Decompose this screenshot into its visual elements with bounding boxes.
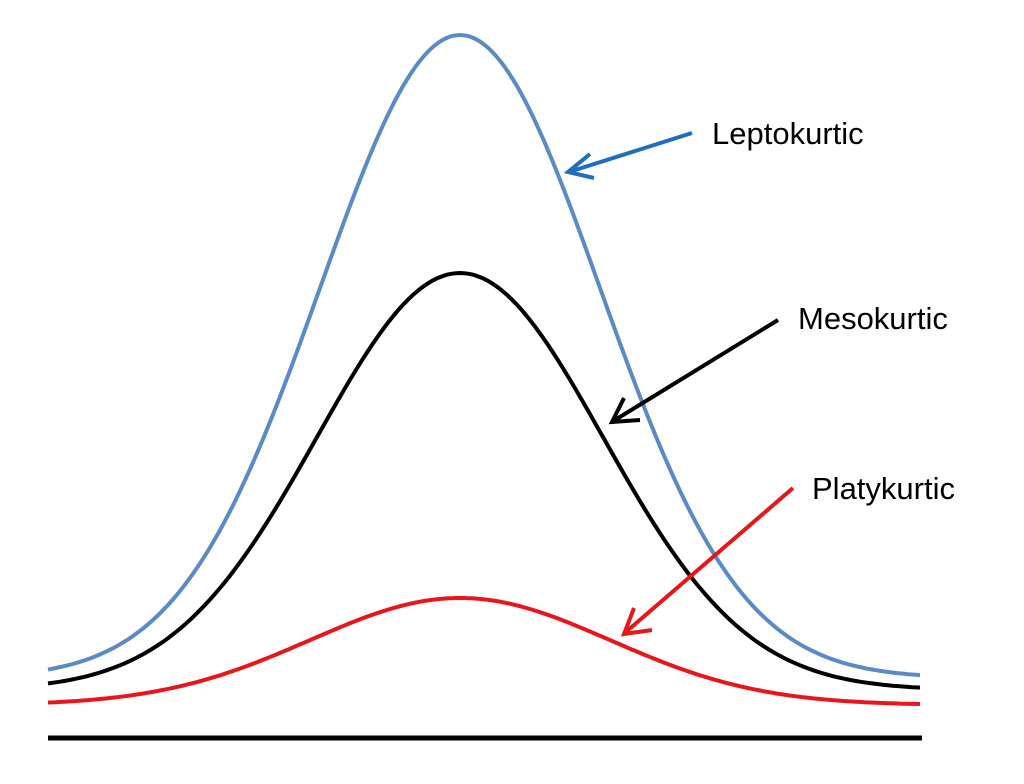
leptokurtic-label: Leptokurtic: [712, 116, 864, 151]
leptokurtic-arrow-icon: [563, 131, 693, 180]
platykurtic-curve: [47, 596, 921, 706]
mesokurtic-arrow-icon: [608, 318, 780, 425]
platykurtic-label: Platykurtic: [812, 471, 955, 506]
leptokurtic-curve: [47, 32, 921, 678]
mesokurtic-curve: [47, 270, 921, 690]
platykurtic-arrow-icon: [620, 486, 795, 637]
mesokurtic-label: Mesokurtic: [798, 301, 948, 336]
